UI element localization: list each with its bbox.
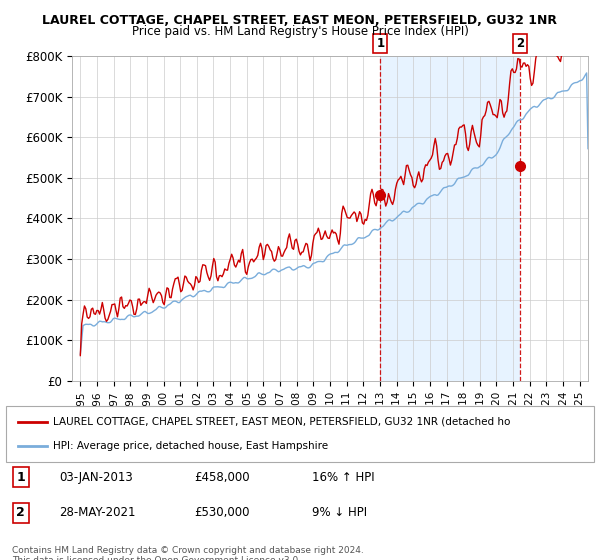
Bar bbox=[380, 56, 520, 381]
Text: £458,000: £458,000 bbox=[194, 470, 250, 484]
Text: 2: 2 bbox=[516, 37, 524, 50]
Text: £530,000: £530,000 bbox=[194, 506, 250, 519]
Text: 1: 1 bbox=[16, 470, 25, 484]
Text: 03-JAN-2013: 03-JAN-2013 bbox=[59, 470, 133, 484]
Text: 9% ↓ HPI: 9% ↓ HPI bbox=[312, 506, 367, 519]
Text: 16% ↑ HPI: 16% ↑ HPI bbox=[312, 470, 374, 484]
Text: Contains HM Land Registry data © Crown copyright and database right 2024.
This d: Contains HM Land Registry data © Crown c… bbox=[12, 546, 364, 560]
Text: 2: 2 bbox=[16, 506, 25, 519]
Text: Price paid vs. HM Land Registry's House Price Index (HPI): Price paid vs. HM Land Registry's House … bbox=[131, 25, 469, 38]
Text: 28-MAY-2021: 28-MAY-2021 bbox=[59, 506, 136, 519]
Text: LAUREL COTTAGE, CHAPEL STREET, EAST MEON, PETERSFIELD, GU32 1NR (detached ho: LAUREL COTTAGE, CHAPEL STREET, EAST MEON… bbox=[53, 417, 511, 427]
FancyBboxPatch shape bbox=[6, 406, 594, 462]
Text: LAUREL COTTAGE, CHAPEL STREET, EAST MEON, PETERSFIELD, GU32 1NR: LAUREL COTTAGE, CHAPEL STREET, EAST MEON… bbox=[43, 14, 557, 27]
Text: 1: 1 bbox=[376, 37, 385, 50]
Text: HPI: Average price, detached house, East Hampshire: HPI: Average price, detached house, East… bbox=[53, 441, 328, 451]
